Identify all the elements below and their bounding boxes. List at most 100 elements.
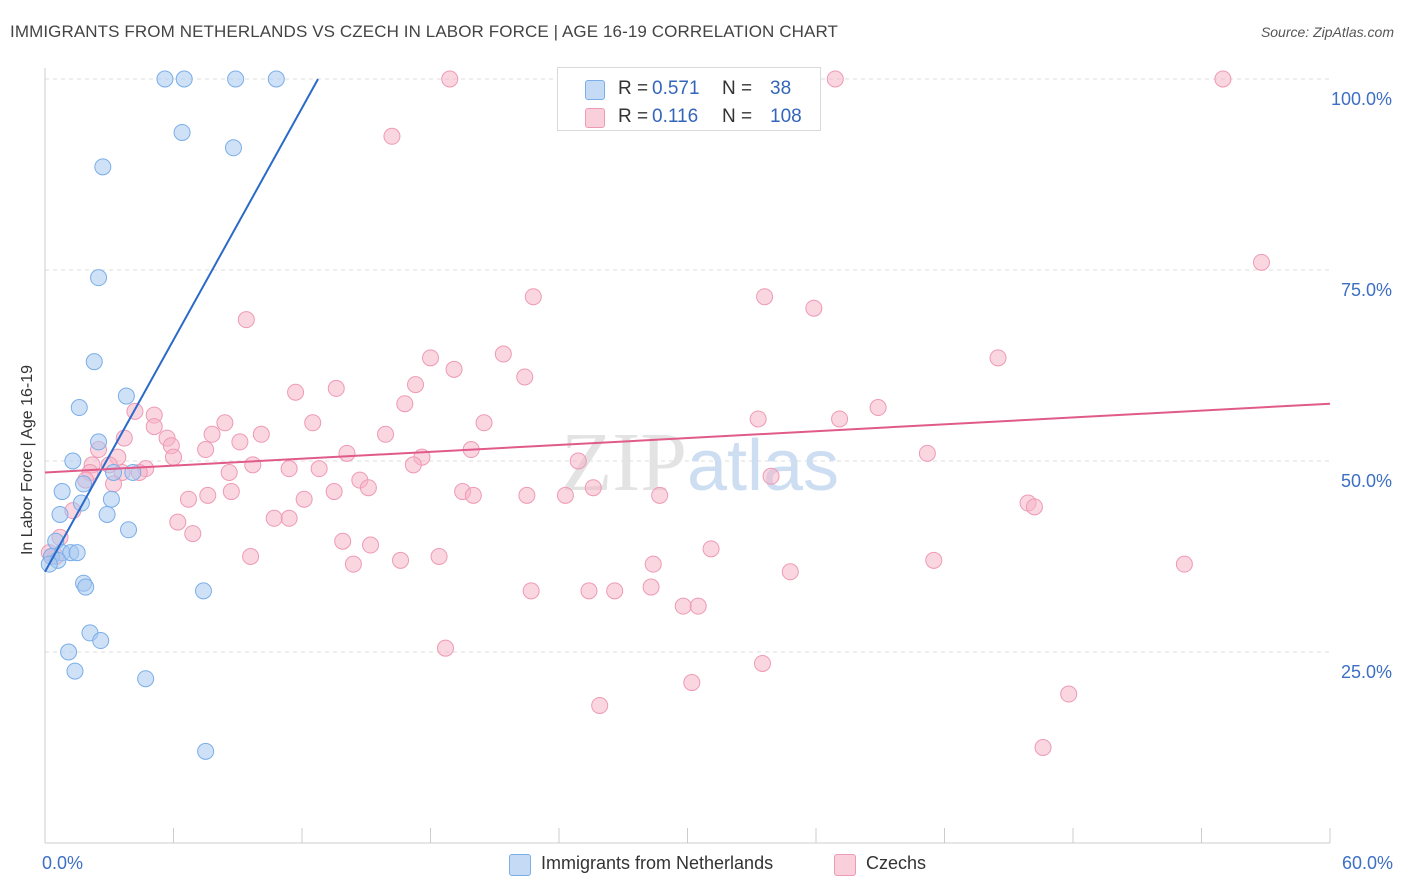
y-tick-label: 50.0% (1341, 471, 1392, 491)
y-tick-label: 75.0% (1341, 280, 1392, 300)
n-value: 38 (770, 78, 792, 99)
point-czechs (683, 674, 701, 692)
point-netherlands (137, 670, 155, 688)
point-czechs (231, 433, 249, 451)
legend-swatch-netherlands (509, 854, 531, 876)
point-czechs (304, 414, 322, 432)
r-label: R = (618, 106, 649, 127)
point-czechs (518, 486, 536, 504)
point-czechs (584, 479, 602, 497)
point-czechs (644, 555, 662, 573)
n-label: N = (722, 78, 753, 99)
point-czechs (338, 444, 356, 462)
point-czechs (651, 486, 669, 504)
legend-swatch-netherlands (585, 80, 605, 100)
point-czechs (383, 127, 401, 145)
point-czechs (396, 395, 414, 413)
point-czechs (359, 479, 377, 497)
point-czechs (556, 486, 574, 504)
point-netherlands (94, 158, 112, 176)
point-czechs (392, 551, 410, 569)
point-czechs (1060, 685, 1078, 703)
point-czechs (762, 467, 780, 485)
point-czechs (925, 551, 943, 569)
point-czechs (606, 582, 624, 600)
point-czechs (989, 349, 1007, 367)
y-axis-label: In Labor Force | Age 16-19 (19, 364, 36, 556)
trend-lines (44, 78, 1331, 573)
point-czechs (781, 563, 799, 581)
legend-label: Czechs (866, 853, 927, 873)
point-czechs (404, 456, 422, 474)
point-netherlands (70, 399, 88, 417)
point-czechs (344, 555, 362, 573)
chart-title: IMMIGRANTS FROM NETHERLANDS VS CZECH IN … (10, 22, 839, 41)
legend-row-czechs: R = 0.116 N = 108 (558, 100, 820, 130)
point-netherlands (98, 505, 116, 523)
point-czechs (422, 349, 439, 367)
point-czechs (179, 490, 197, 508)
point-czechs (1025, 498, 1043, 516)
r-value: 0.571 (652, 78, 700, 99)
series-netherlands (40, 70, 285, 760)
legend-swatch-czechs (585, 108, 605, 128)
point-czechs (441, 70, 459, 88)
legend-swatch-czechs (834, 854, 856, 876)
point-czechs (287, 383, 305, 401)
point-czechs (169, 513, 187, 531)
point-netherlands (105, 463, 123, 481)
point-czechs (580, 582, 598, 600)
n-value: 108 (770, 106, 802, 127)
trend-line-czechs (44, 402, 1331, 474)
point-netherlands (120, 521, 138, 539)
point-czechs (689, 597, 707, 615)
point-czechs (220, 463, 238, 481)
point-czechs (831, 410, 849, 428)
point-czechs (918, 444, 936, 462)
point-czechs (237, 311, 255, 329)
series-czechs (40, 70, 1270, 756)
point-czechs (252, 425, 270, 443)
point-netherlands (66, 662, 84, 680)
point-netherlands (227, 70, 245, 88)
x-tick-label: 60.0% (1342, 853, 1393, 873)
watermark: ZIPatlas (561, 416, 839, 509)
point-czechs (1034, 739, 1052, 756)
point-netherlands (51, 505, 69, 523)
point-czechs (475, 414, 493, 432)
point-czechs (749, 410, 767, 428)
legend-label: Immigrants from Netherlands (541, 853, 774, 873)
point-czechs (280, 460, 298, 478)
point-czechs (869, 399, 887, 417)
point-netherlands (90, 269, 108, 287)
point-czechs (445, 360, 463, 378)
point-netherlands (197, 742, 215, 760)
point-czechs (642, 578, 660, 596)
point-netherlands (194, 582, 212, 600)
tick-labels: 25.0% 50.0% 75.0% 100.0% 0.0% 60.0% (42, 89, 1393, 873)
point-czechs (244, 456, 262, 474)
y-tick-label: 100.0% (1331, 89, 1392, 109)
point-netherlands (175, 70, 193, 88)
point-czechs (1252, 253, 1270, 271)
point-czechs (295, 490, 313, 508)
point-czechs (1214, 70, 1232, 88)
point-netherlands (92, 632, 110, 650)
point-czechs (674, 597, 692, 615)
point-czechs (826, 70, 844, 88)
point-czechs (494, 345, 512, 363)
point-czechs (569, 452, 587, 470)
point-netherlands (68, 544, 86, 562)
point-czechs (199, 486, 217, 504)
point-netherlands (60, 643, 78, 661)
r-label: R = (618, 78, 649, 99)
point-czechs (524, 288, 542, 306)
point-czechs (522, 582, 540, 600)
x-tick-label: 0.0% (42, 853, 83, 873)
point-czechs (1175, 555, 1193, 573)
point-czechs (280, 509, 298, 527)
point-czechs (702, 540, 720, 558)
point-czechs (464, 486, 482, 504)
point-czechs (327, 379, 345, 397)
